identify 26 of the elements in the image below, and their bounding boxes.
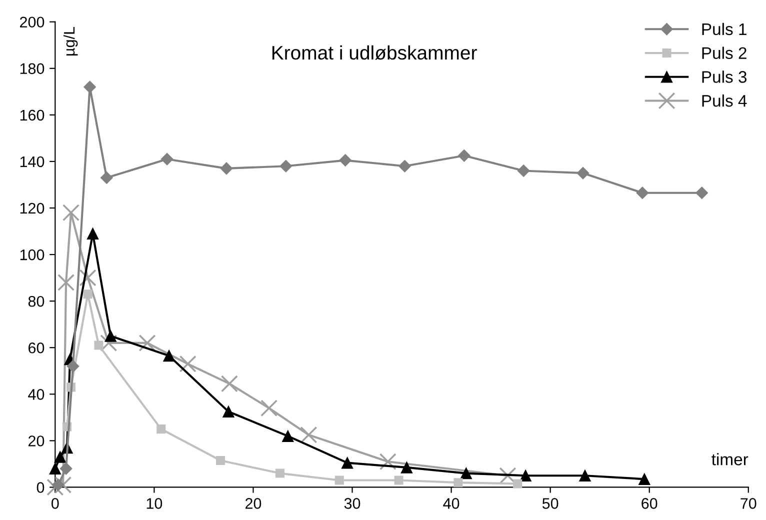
legend-label: Puls 4 xyxy=(702,94,747,107)
x-tick-label: 20 xyxy=(245,498,262,509)
x-axis-title: timer xyxy=(712,453,748,466)
y-tick-label: 180 xyxy=(20,63,44,74)
x-tick-label: 10 xyxy=(146,498,162,509)
y-tick-label: 20 xyxy=(28,436,44,446)
y-tick-label: 200 xyxy=(20,16,44,28)
y-tick-label: 80 xyxy=(28,296,44,307)
y-tick-label: 140 xyxy=(20,156,44,168)
x-tick-label: 30 xyxy=(344,498,360,509)
y-tick-label: 60 xyxy=(28,342,44,354)
y-tick-label: 100 xyxy=(20,249,44,260)
text: Kromat i udløbskammer xyxy=(272,45,477,60)
x-tick-label: 50 xyxy=(542,498,558,509)
y-tick-label: 160 xyxy=(20,110,44,121)
x-tick-label: 40 xyxy=(443,498,460,509)
x-tick-label: 0 xyxy=(52,498,59,509)
legend-label: Puls 1 xyxy=(702,22,746,36)
y-tick-label: 120 xyxy=(20,202,44,214)
legend-label: Puls 3 xyxy=(702,70,747,83)
legend-label: Puls 2 xyxy=(702,46,746,59)
y-tick-label: 40 xyxy=(28,389,44,400)
y-axis-title: µg/L xyxy=(63,27,78,56)
y-tick-label: 0 xyxy=(36,482,44,493)
x-tick-label: 70 xyxy=(740,498,756,509)
x-tick-label: 60 xyxy=(642,498,658,509)
